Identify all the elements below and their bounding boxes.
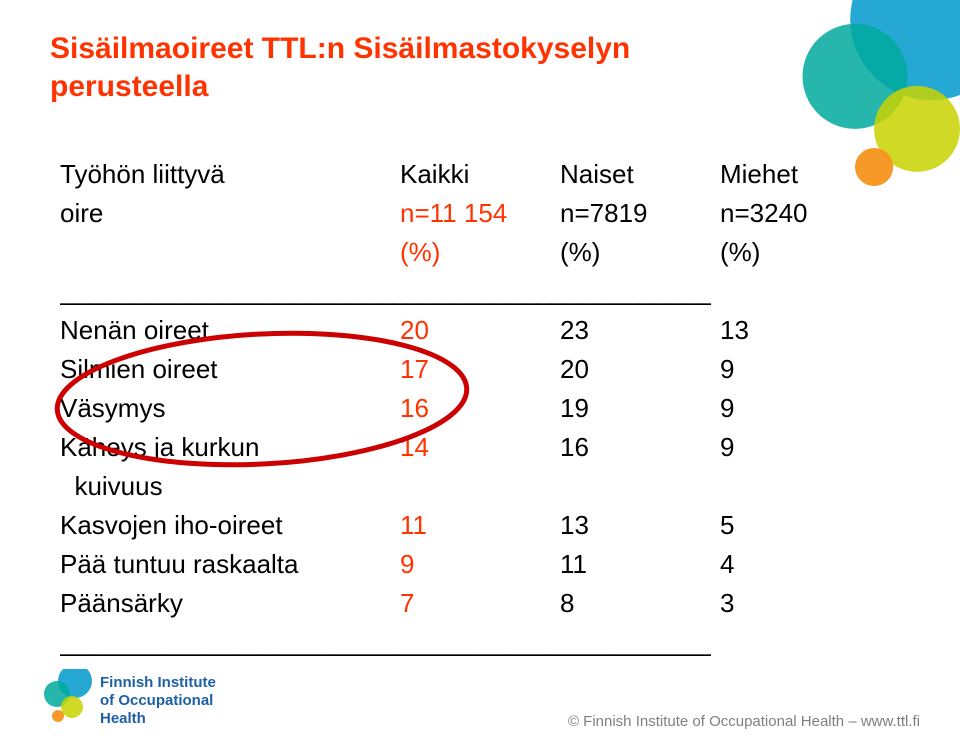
logo-line1: Finnish Institute: [100, 674, 216, 691]
cell-label: Pää tuntuu raskaalta: [60, 545, 400, 584]
cell-c1: 17: [400, 350, 560, 389]
header-row-1: Työhön liittyvä Kaikki Naiset Miehet: [60, 155, 910, 194]
table-row: Kasvojen iho-oireet 11 13 5: [60, 506, 910, 545]
cell-c1: 7: [400, 584, 560, 623]
table-row: Nenän oireet 20 23 13: [60, 311, 910, 350]
cell-c3: 13: [720, 311, 880, 350]
cell-c2: 20: [560, 350, 720, 389]
h2c1: oire: [60, 194, 400, 233]
table-row: Pää tuntuu raskaalta 9 11 4: [60, 545, 910, 584]
cell-c3: 4: [720, 545, 880, 584]
cell-label: Väsymys: [60, 389, 400, 428]
h3c2: (%): [400, 233, 560, 272]
cell-label: Silmien oireet: [60, 350, 400, 389]
cell-label: Käheys ja kurkun: [60, 428, 400, 467]
separator-bottom: ________________________________________…: [60, 623, 910, 662]
cell-c1: 16: [400, 389, 560, 428]
table-content: Työhön liittyvä Kaikki Naiset Miehet oir…: [60, 155, 910, 662]
table-row: Väsymys 16 19 9: [60, 389, 910, 428]
h1c3: Naiset: [560, 155, 720, 194]
footer-text: © Finnish Institute of Occupational Heal…: [568, 713, 920, 730]
title-line1: Sisäilmaoireet TTL:n Sisäilmastokyselyn: [50, 32, 630, 65]
cell-label: Nenän oireet: [60, 311, 400, 350]
logo-line2: of Occupational: [100, 692, 213, 709]
logo-line3: Health: [100, 710, 146, 727]
h2c2: n=11 154: [400, 194, 560, 233]
h3c1: [60, 233, 400, 272]
cell-c2: 8: [560, 584, 720, 623]
cell-c2: 11: [560, 545, 720, 584]
slide-container: Sisäilmaoireet TTL:n Sisäilmastokyselyn …: [0, 0, 960, 748]
h3c3: (%): [560, 233, 720, 272]
title-line2: perusteella: [50, 70, 208, 103]
h1c2: Kaikki: [400, 155, 560, 194]
cell-label: Kasvojen iho-oireet: [60, 506, 400, 545]
cell-c3: 3: [720, 584, 880, 623]
footer-logo: Finnish Institute of Occupational Health: [40, 669, 270, 736]
cell-c1: 14: [400, 428, 560, 467]
cell-c1: 20: [400, 311, 560, 350]
cell-c2: [560, 467, 720, 506]
h2c4: n=3240: [720, 194, 880, 233]
table-row: Päänsärky 7 8 3: [60, 584, 910, 623]
cell-c2: 19: [560, 389, 720, 428]
header-row-3: (%) (%) (%): [60, 233, 910, 272]
cell-c1: [400, 467, 560, 506]
cell-c3: 9: [720, 389, 880, 428]
h1c4: Miehet: [720, 155, 880, 194]
cell-c2: 23: [560, 311, 720, 350]
table-row: kuivuus: [60, 467, 910, 506]
cell-label: Päänsärky: [60, 584, 400, 623]
separator-top: ________________________________________…: [60, 272, 910, 311]
cell-c3: 9: [720, 428, 880, 467]
table-row: Silmien oireet 17 20 9: [60, 350, 910, 389]
h1c1: Työhön liittyvä: [60, 155, 400, 194]
cell-c1: 9: [400, 545, 560, 584]
cell-c3: 5: [720, 506, 880, 545]
header-row-2: oire n=11 154 n=7819 n=3240: [60, 194, 910, 233]
h2c3: n=7819: [560, 194, 720, 233]
cell-c2: 13: [560, 506, 720, 545]
h3c4: (%): [720, 233, 880, 272]
table-row: Käheys ja kurkun 14 16 9: [60, 428, 910, 467]
cell-label: kuivuus: [60, 467, 400, 506]
cell-c1: 11: [400, 506, 560, 545]
cell-c3: 9: [720, 350, 880, 389]
cell-c2: 16: [560, 428, 720, 467]
cell-c3: [720, 467, 880, 506]
